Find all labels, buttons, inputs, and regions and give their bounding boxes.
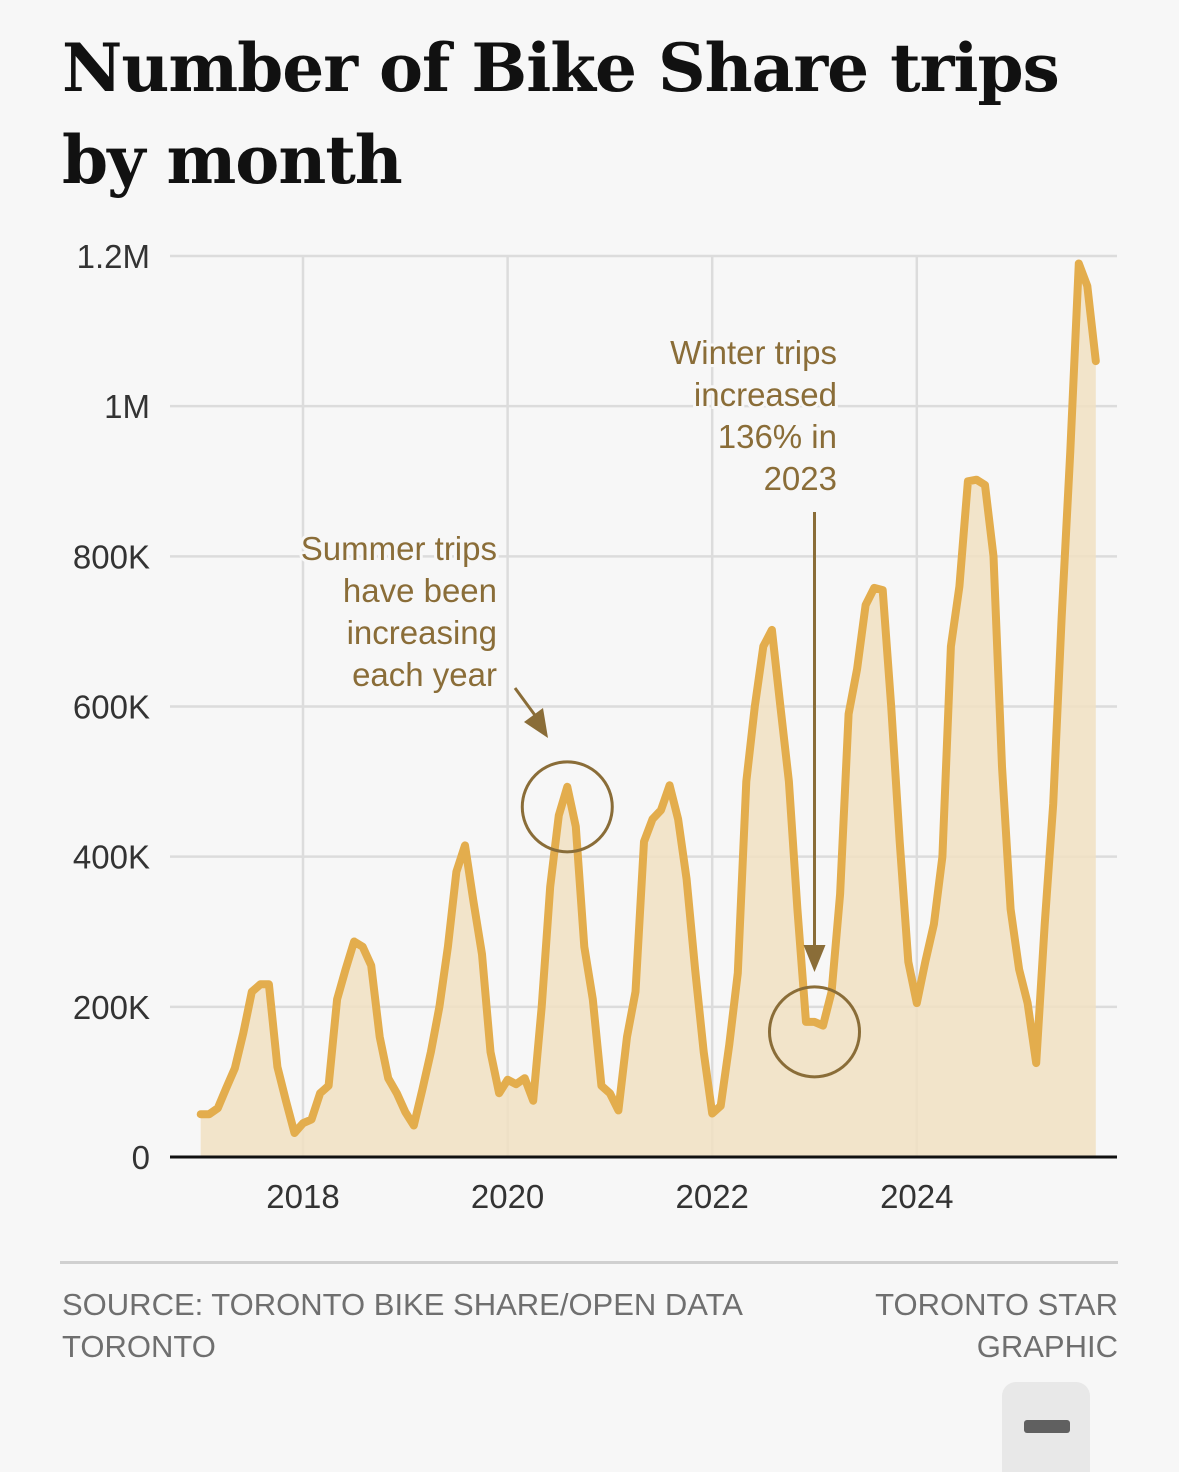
y-tick-label: 0 xyxy=(132,1139,150,1176)
source-note: SOURCE: TORONTO BIKE SHARE/OPEN DATA TOR… xyxy=(62,1284,802,1368)
annotation-text-line: have been xyxy=(343,572,497,609)
annotation-text-line: increasing xyxy=(347,614,497,651)
annotation-text-line: 136% in xyxy=(718,418,837,455)
y-axis-labels: 0 200K 400K 600K 800K 1M 1.2M xyxy=(73,238,150,1176)
x-tick-label: 2020 xyxy=(471,1178,544,1215)
annotation-text-line: Summer trips xyxy=(301,530,497,567)
y-tick-label: 1.2M xyxy=(77,238,150,275)
annotation-text-line: 2023 xyxy=(764,460,837,497)
y-tick-label: 600K xyxy=(73,689,150,726)
annotation-text-line: increased xyxy=(694,376,837,413)
x-tick-label: 2024 xyxy=(880,1178,953,1215)
x-tick-label: 2018 xyxy=(266,1178,339,1215)
y-tick-label: 400K xyxy=(73,839,150,876)
x-axis-labels: 2018 2020 2022 2024 xyxy=(266,1178,953,1215)
collapse-button[interactable] xyxy=(1002,1382,1090,1472)
y-tick-label: 1M xyxy=(104,388,150,425)
footer-divider xyxy=(60,1261,1118,1264)
minus-icon xyxy=(1024,1420,1070,1433)
y-tick-label: 800K xyxy=(73,538,150,575)
x-tick-label: 2022 xyxy=(675,1178,748,1215)
annotation-text-line: each year xyxy=(352,656,497,693)
arrow-head-icon xyxy=(524,708,548,738)
annotation-text-line: Winter trips xyxy=(670,334,837,371)
arrow-head-icon xyxy=(804,945,826,972)
annotation-arrow-line xyxy=(515,688,537,718)
graphic-credit: TORONTO STAR GRAPHIC xyxy=(818,1284,1118,1368)
bike-share-area-chart: 0 200K 400K 600K 800K 1M 1.2M 2018 2020 2022 2024… xyxy=(0,0,1179,1240)
y-tick-label: 200K xyxy=(73,989,150,1026)
